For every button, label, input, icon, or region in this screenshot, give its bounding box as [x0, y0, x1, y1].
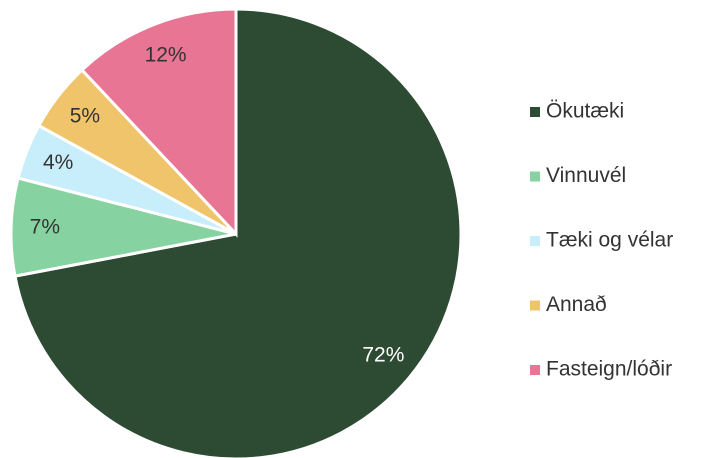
legend-swatch [530, 107, 540, 117]
data-label: 7% [30, 216, 60, 239]
legend-swatch [530, 300, 540, 311]
data-label: 12% [145, 44, 187, 67]
legend-swatch [530, 365, 540, 375]
data-label: 4% [43, 151, 73, 174]
data-label: 72% [362, 343, 404, 366]
pie-slice [79, 7, 238, 238]
pie-slice [13, 7, 463, 458]
legend-label: Ökutæki [546, 100, 624, 123]
legend-label: Fasteign/lóðir [546, 358, 672, 381]
legend-label: Annað [546, 293, 607, 316]
legend-label: Vinnuvél [546, 164, 626, 187]
legend-swatch [530, 236, 540, 246]
data-label: 5% [70, 104, 100, 127]
legend-swatch [530, 171, 540, 182]
legend-label: Tæki og vélar [546, 229, 673, 252]
